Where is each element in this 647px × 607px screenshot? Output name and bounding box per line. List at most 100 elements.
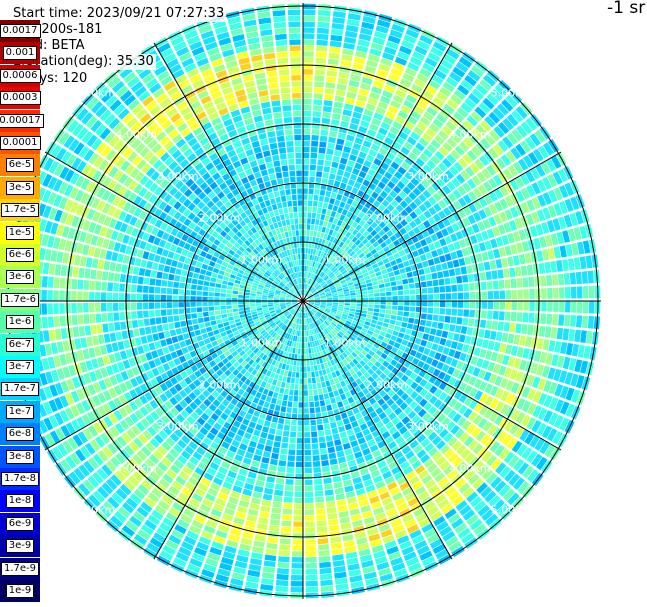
beta-gate xyxy=(225,268,232,274)
beta-gate xyxy=(389,486,401,496)
beta-gate xyxy=(544,234,553,247)
beta-gate xyxy=(378,212,387,221)
beta-gate xyxy=(287,327,291,334)
beta-gate xyxy=(437,220,446,230)
beta-gate xyxy=(510,278,517,289)
beta-gate xyxy=(338,296,345,299)
beta-gate xyxy=(317,15,331,23)
beta-gate xyxy=(247,331,254,337)
beta-gate xyxy=(425,84,438,95)
beta-gate xyxy=(341,176,349,184)
beta-gate xyxy=(360,145,370,154)
beta-gate xyxy=(342,286,349,290)
beta-gate xyxy=(152,262,159,271)
beta-gate xyxy=(489,411,499,423)
beta-gate xyxy=(159,393,168,403)
beta-gate xyxy=(262,294,268,298)
beta-gate xyxy=(436,413,447,423)
beta-gate xyxy=(303,110,312,117)
beta-gate xyxy=(328,52,340,60)
beta-gate xyxy=(348,569,362,577)
beta-gate xyxy=(562,230,571,243)
beta-gate xyxy=(243,337,250,343)
beta-gate xyxy=(281,442,289,449)
beta-gate xyxy=(232,385,240,393)
beta-gate xyxy=(292,295,298,299)
beta-gate xyxy=(452,259,460,268)
beta-gate xyxy=(108,166,119,178)
beta-gate xyxy=(505,380,514,391)
beta-gate xyxy=(107,282,114,292)
beta-gate xyxy=(254,448,263,456)
beta-gate xyxy=(367,286,373,291)
beta-gate xyxy=(274,489,284,497)
beta-gate xyxy=(422,132,433,143)
beta-gate xyxy=(165,452,176,463)
beta-gate xyxy=(421,307,428,313)
beta-gate xyxy=(311,280,315,286)
beta-gate xyxy=(318,370,323,377)
beta-gate xyxy=(271,323,277,329)
beta-gate xyxy=(89,302,95,313)
beta-gate xyxy=(450,276,457,285)
beta-gate xyxy=(196,290,203,296)
beta-gate xyxy=(424,392,433,401)
beta-gate xyxy=(394,195,403,204)
beta-gate xyxy=(375,106,386,116)
beta-gate xyxy=(286,333,291,340)
beta-gate xyxy=(359,423,368,431)
beta-gate xyxy=(253,347,260,354)
beta-gate xyxy=(240,331,247,337)
beta-gate xyxy=(261,297,268,300)
beta-gate xyxy=(77,291,83,301)
beta-gate xyxy=(441,125,453,136)
beta-gate xyxy=(334,282,341,287)
beta-gate xyxy=(275,483,284,491)
beta-gate xyxy=(333,481,343,489)
beta-gate xyxy=(409,244,417,252)
beta-gate xyxy=(343,479,353,487)
beta-gate xyxy=(101,464,113,477)
beta-gate xyxy=(129,412,140,424)
beta-gate xyxy=(326,318,332,323)
beta-gate xyxy=(485,271,492,280)
beta-gate xyxy=(238,288,245,292)
beta-gate xyxy=(134,337,142,346)
beta-gate xyxy=(303,236,306,242)
beta-gate xyxy=(442,196,452,206)
beta-gate xyxy=(356,301,363,304)
beta-gate xyxy=(547,205,557,218)
beta-gate xyxy=(133,437,144,449)
beta-gate xyxy=(391,291,398,296)
beta-gate xyxy=(543,394,553,408)
beta-gate xyxy=(330,311,336,315)
beta-gate xyxy=(292,302,298,305)
beta-gate xyxy=(119,483,132,496)
beta-gate xyxy=(349,154,357,162)
beta-gate xyxy=(317,270,322,276)
beta-gate xyxy=(309,164,316,171)
beta-gate xyxy=(294,503,303,510)
beta-gate xyxy=(303,75,313,81)
beta-gate xyxy=(263,273,270,279)
beta-gate xyxy=(148,252,156,261)
beta-gate xyxy=(511,301,517,311)
beta-gate xyxy=(443,374,452,383)
beta-gate xyxy=(307,372,312,378)
beta-gate xyxy=(77,431,89,444)
beta-gate xyxy=(550,155,562,169)
beta-gate xyxy=(89,313,96,324)
beta-gate xyxy=(364,433,374,442)
beta-gate xyxy=(137,310,143,319)
beta-gate xyxy=(415,142,425,152)
beta-gate xyxy=(353,279,359,284)
beta-gate xyxy=(427,463,438,473)
beta-gate xyxy=(318,278,323,284)
beta-gate xyxy=(363,346,371,353)
beta-gate xyxy=(339,462,348,470)
beta-gate xyxy=(510,147,522,160)
beta-gate xyxy=(331,384,337,391)
beta-gate xyxy=(300,306,302,313)
beta-gate xyxy=(400,146,410,156)
beta-gate xyxy=(47,235,55,248)
